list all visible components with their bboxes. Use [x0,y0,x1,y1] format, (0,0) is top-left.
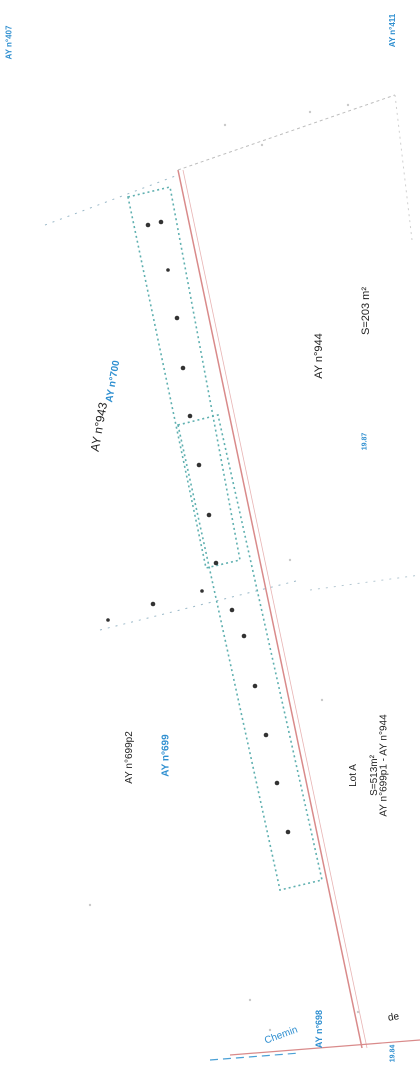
strip-outline-upper [127,186,241,569]
lot-a-refs: AY n°699p1 - AY n°944 [378,714,390,817]
survey-point [241,633,247,639]
speck [248,998,252,1002]
survey-point [285,829,291,835]
division-line-middle [99,579,301,631]
survey-point [200,589,204,593]
survey-point [166,268,170,272]
scan-specks [88,103,360,1032]
parcel-boundary-line-double [182,169,368,1049]
top-boundary-line [177,94,396,171]
division-line-top [44,174,179,226]
lot-a-label: Lot A [347,764,359,787]
bottom-boundary-line [229,1039,420,1056]
parcel-label-ay699: AY n°699 [160,734,172,777]
parcel-label-ay698: AY n°698 [314,1009,325,1049]
survey-point [180,365,186,371]
speck [260,143,264,147]
survey-point [174,315,180,321]
survey-point [206,512,212,518]
parcel-boundary-line [177,169,363,1049]
road-label-de: de [387,1011,400,1024]
speck [356,1010,360,1014]
survey-point [252,683,258,689]
speck [320,698,324,702]
survey-point [187,413,193,419]
right-boundary-line [394,94,413,241]
survey-point [196,462,202,468]
speck [308,110,312,114]
speck [223,123,227,127]
survey-point [274,780,280,786]
parcel-label-ay407: AY n°407 [4,25,14,60]
road-edge-line [209,1052,301,1061]
survey-point [213,560,219,566]
mark-1984: 19.84 [389,1044,397,1063]
parcel-label-ay411: AY n°411 [388,13,398,48]
surface-label-944: S=203 m² [360,287,372,335]
survey-point [145,222,151,228]
survey-point [106,618,110,622]
division-line-right [309,574,420,591]
parcel-label-ay699p2: AY n°699p2 [123,731,135,784]
survey-point [158,219,164,225]
mark-1987: 19.87 [361,432,369,451]
survey-point [263,732,269,738]
speck [288,558,292,562]
speck [268,1028,272,1032]
survey-point [150,601,156,607]
speck [88,903,92,907]
speck [346,103,350,107]
parcel-label-ay944: AY n°944 [312,333,325,379]
survey-point [229,607,235,613]
strip-outline-lower [177,414,323,891]
survey-points [106,219,291,835]
